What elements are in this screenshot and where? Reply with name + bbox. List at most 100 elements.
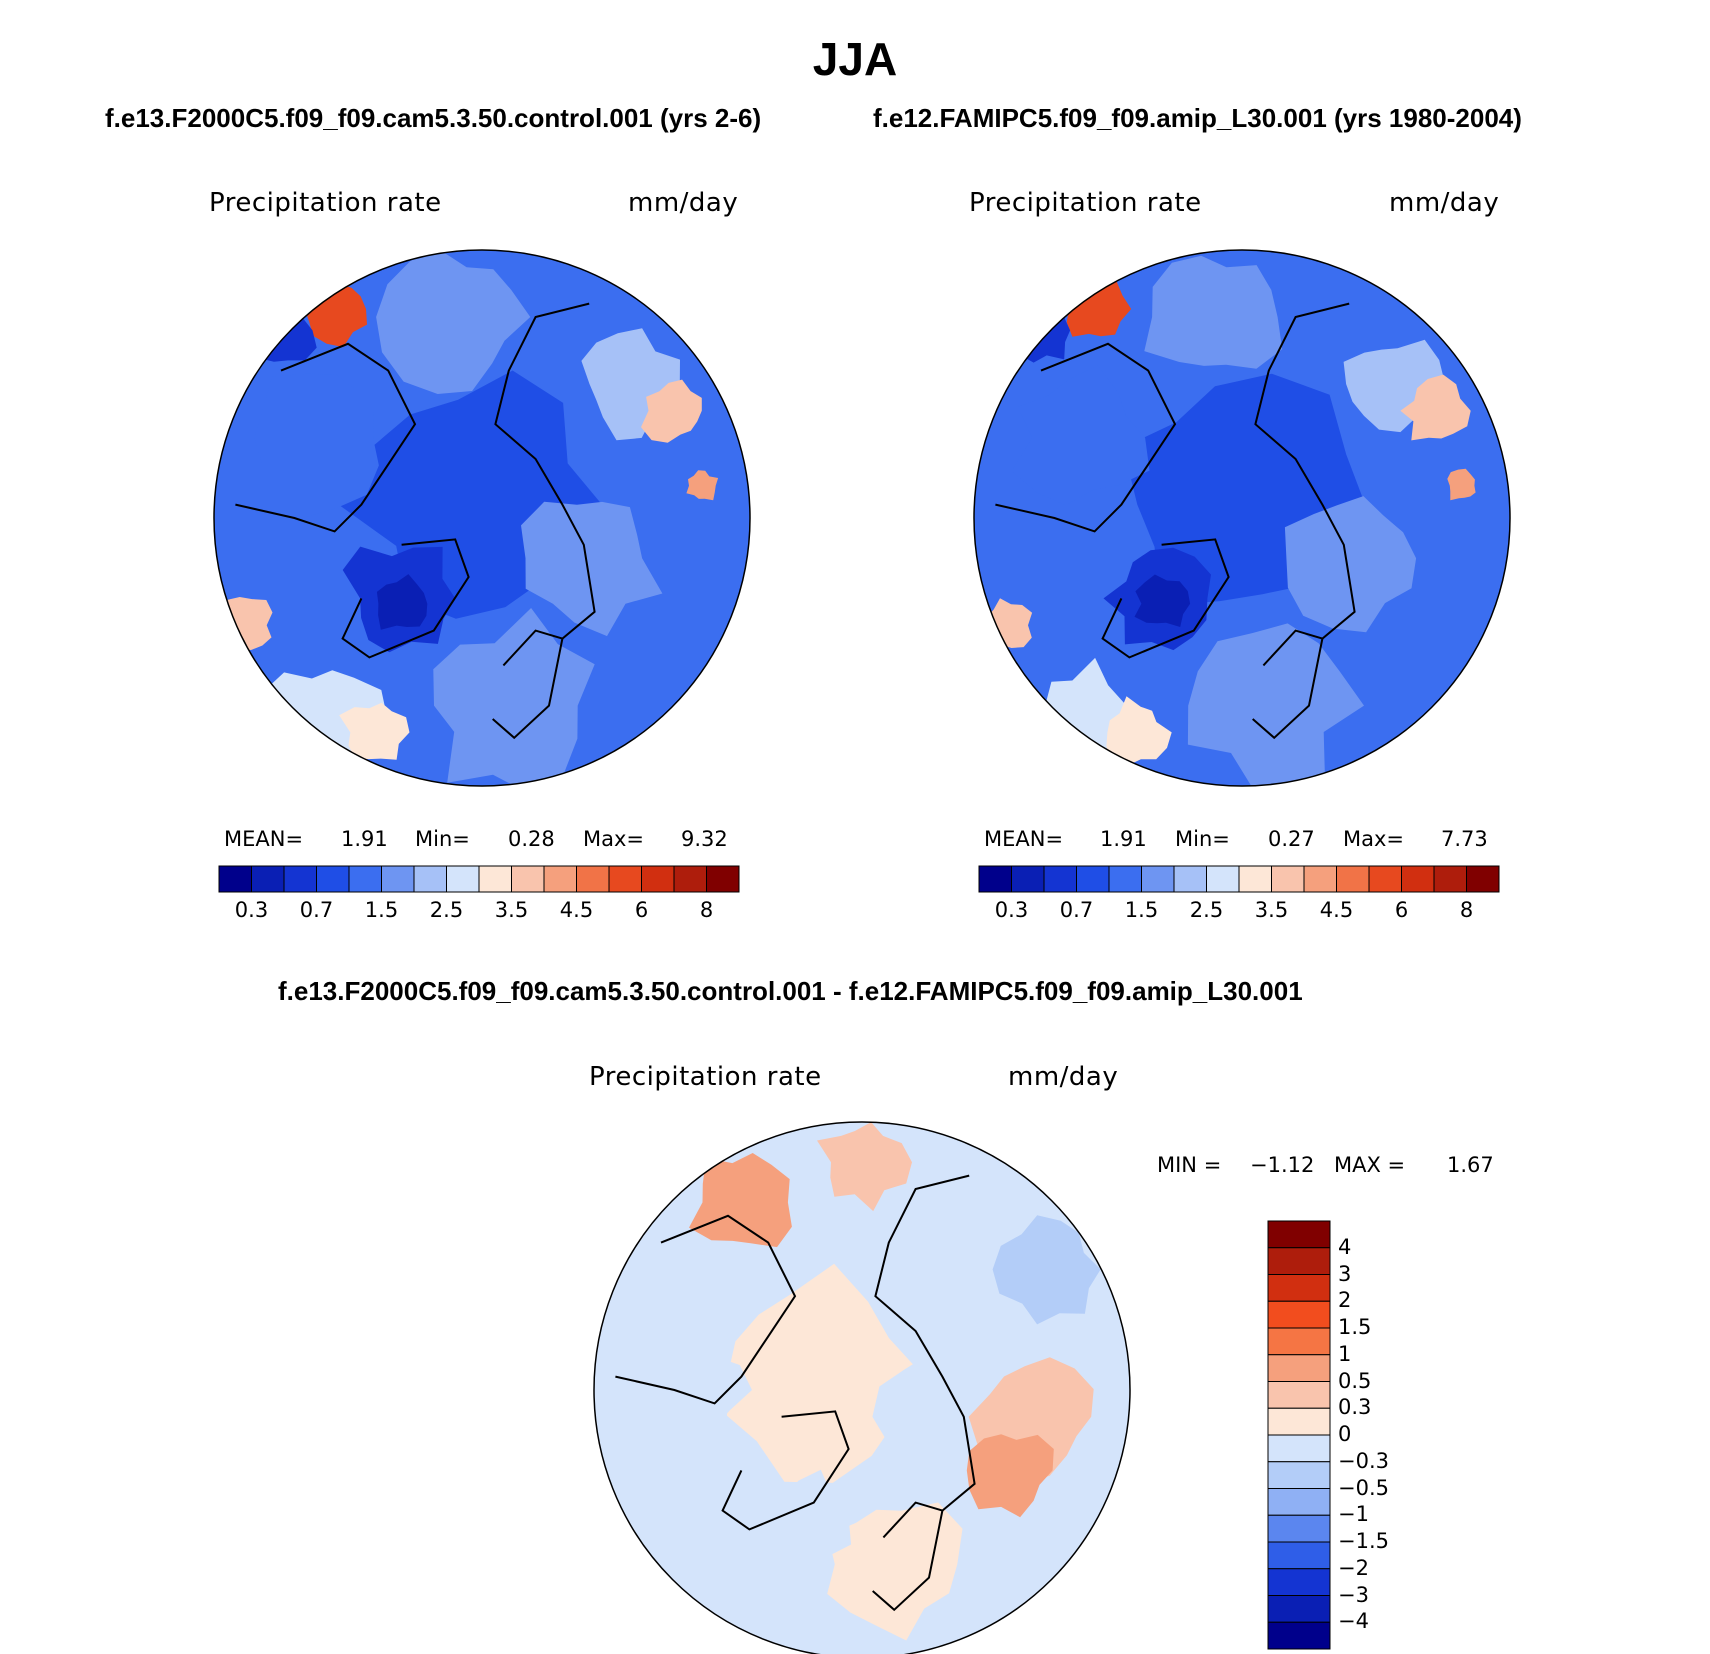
precip-contour [376,250,531,394]
diff-variable-label: Precipitation rate [589,1062,822,1092]
control-case-title: f.e12.FAMIPC5.f09_f09.amip_L30.001 (yrs … [873,103,1522,133]
colorbar-tick-label: 8 [699,898,714,922]
diff-map-field [593,1121,1131,1654]
panel2-mean-value: 1.91 [1100,827,1147,851]
colorbar-tick-label: 1.5 [1124,898,1159,922]
coastline [615,1214,797,1405]
colorbar-swatch [1267,1381,1331,1409]
coastline [341,538,470,659]
precip-contour [1187,623,1364,786]
colorbar-tick-label: 1.5 [364,898,399,922]
figure-title: JJA [812,33,898,85]
colorbar-swatch [1267,1621,1331,1650]
colorbar-swatch [511,865,545,893]
colorbar-tick-label: −0.3 [1338,1448,1389,1473]
colorbar-tick-label: 4 [1338,1234,1352,1259]
colorbar-swatch [1238,865,1272,893]
colorbar-swatch [251,865,285,893]
precip-contour [433,608,595,786]
precip-contour [1284,496,1417,633]
precip-contour [641,379,702,443]
colorbar-tick-label: 2.5 [1189,898,1224,922]
precip-contour [628,1342,752,1445]
panel1-colorbar [218,865,740,893]
colorbar-swatch [1267,1354,1331,1382]
colorbar-tick-label: 1 [1338,1341,1352,1366]
colorbar-swatch [1267,1300,1331,1329]
colorbar-swatch [608,865,642,893]
coastline [874,1174,976,1512]
precip-contour [827,1502,963,1641]
colorbar-tick-label: 0.7 [1059,898,1094,922]
colorbar-swatch [1076,865,1110,893]
precip-contour [376,574,428,630]
colorbar-tick-label: 0.5 [1338,1368,1372,1393]
colorbar-tick-label: 0.3 [1338,1395,1372,1420]
colorbar-swatch [1368,865,1402,893]
colorbar-tick-label: 1.5 [1338,1315,1372,1339]
panel2-min-value: 0.27 [1268,827,1315,851]
colorbar-swatch [1303,865,1337,893]
diff-max-value: 1.67 [1447,1153,1494,1177]
panel2-max-label: Max= [1343,827,1405,851]
colorbar-swatch [1267,1595,1331,1623]
precip-contour [727,1263,925,1483]
colorbar-swatch [1267,1434,1331,1463]
map-boundary [593,1121,1131,1654]
colorbar-tick-label: 0.3 [994,898,1029,922]
panel1-units-label: mm/day [628,188,739,218]
coastline [494,302,596,640]
colorbar-swatch [1401,865,1435,893]
colorbar-swatch [673,865,707,893]
colorbar-swatch [1267,1327,1331,1356]
colorbar-tick-label: −2 [1338,1555,1369,1580]
colorbar-tick-label: 6 [634,898,649,922]
colorbar-swatch [1173,865,1207,893]
colorbar-swatch [348,865,382,893]
colorbar-swatch [543,865,577,893]
precip-contour [686,470,719,501]
colorbar-swatch [1267,1461,1331,1489]
colorbar-swatch [218,865,252,893]
panel2-mean-label: MEAN= [984,827,1064,851]
panel1-mean-value: 1.91 [341,827,388,851]
coastline [1101,538,1230,659]
coastline [1254,302,1356,640]
precip-contour [521,501,663,637]
colorbar-swatch [1267,1488,1331,1516]
precip-contour [254,373,379,518]
colorbar-tick-label: −3 [1338,1582,1369,1607]
precip-contour [1134,574,1191,627]
panel2-units-label: mm/day [1389,188,1500,218]
panel1-mean-label: MEAN= [224,827,304,851]
coastline [872,1501,944,1612]
precip-contour [689,1153,792,1248]
colorbar-swatch [446,865,480,893]
coastline [1252,629,1324,740]
precip-contour [1144,255,1283,369]
colorbar-swatch [641,865,675,893]
precip-contour [1106,696,1172,766]
colorbar-swatch [978,865,1012,893]
panel2-min-label: Min= [1175,827,1230,851]
colorbar-swatch [1011,865,1045,893]
coastline [235,342,417,533]
test-case-title: f.e13.F2000C5.f09_f09.cam5.3.50.control.… [105,103,762,133]
panel2-max-value: 7.73 [1441,827,1488,851]
precip-contour [1007,300,1071,363]
colorbar-swatch [1206,865,1240,893]
precip-contour [1400,374,1471,441]
colorbar-swatch [1267,1568,1331,1596]
colorbar-tick-label: 2.5 [429,898,464,922]
colorbar-swatch [413,865,447,893]
colorbar-tick-label: −1.5 [1338,1529,1389,1553]
colorbar-tick-label: 4.5 [1319,898,1354,922]
precip-contour [1343,339,1446,433]
diff-colorbar [1267,1220,1331,1650]
colorbar-tick-label: 3.5 [494,898,529,922]
precip-contour [748,1469,852,1580]
colorbar-swatch [1267,1247,1331,1275]
precip-contour [992,1215,1101,1325]
panel1-max-label: Max= [583,827,645,851]
